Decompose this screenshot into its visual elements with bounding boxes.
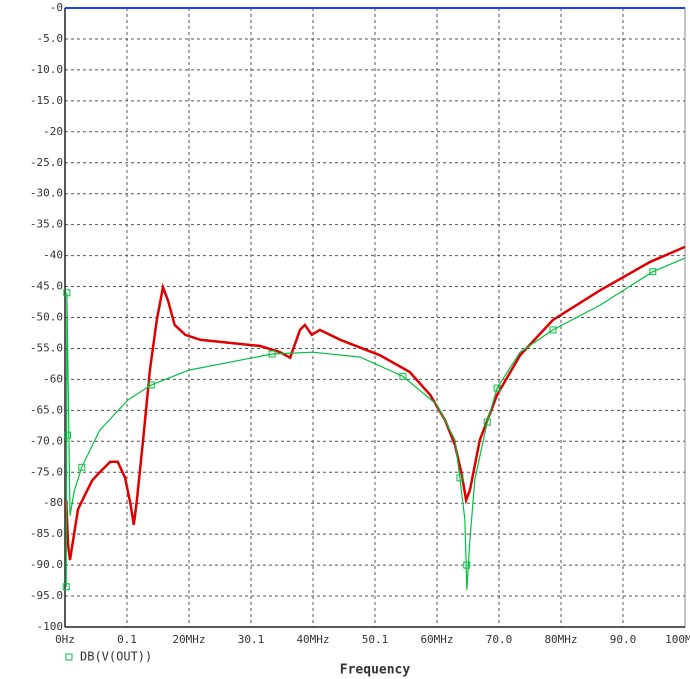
series-line <box>64 245 686 561</box>
y-tick-label: -20 <box>43 125 63 138</box>
x-tick-label: 50.1 <box>362 633 389 646</box>
y-tick-label: -35.0 <box>30 218 63 231</box>
y-tick-label: -30.0 <box>30 187 63 200</box>
marker <box>649 268 657 276</box>
x-tick-label: 0.1 <box>117 633 137 646</box>
x-tick-label: 20MHz <box>172 633 205 646</box>
x-tick-label: 70.0 <box>486 633 513 646</box>
series-line <box>65 257 686 590</box>
y-tick-label: -15.0 <box>30 94 63 107</box>
marker <box>78 463 86 471</box>
marker <box>493 384 501 392</box>
marker <box>147 381 155 389</box>
x-axis-label: Frequency <box>340 663 411 678</box>
x-tick-label: 40MHz <box>296 633 329 646</box>
x-tick-label: 80MHz <box>544 633 577 646</box>
legend-label: DB(V(OUT)) <box>80 650 152 664</box>
y-tick-label: -5.0 <box>37 32 64 45</box>
marker <box>63 431 71 439</box>
y-tick-label: -90.0 <box>30 558 63 571</box>
y-tick-label: -75.0 <box>30 465 63 478</box>
y-tick-label: -55.0 <box>30 341 63 354</box>
x-tick-label: 30.1 <box>238 633 265 646</box>
y-tick-label: -95.0 <box>30 589 63 602</box>
y-tick-label: -100 <box>37 620 64 633</box>
x-tick-label: 60MHz <box>420 633 453 646</box>
marker <box>483 418 491 426</box>
y-tick-label: -0 <box>50 1 63 14</box>
y-tick-label: -80 <box>43 496 63 509</box>
y-tick-label: -60 <box>43 372 63 385</box>
y-tick-label: -50.0 <box>30 311 63 324</box>
y-tick-label: -85.0 <box>30 527 63 540</box>
y-tick-label: -70.0 <box>30 434 63 447</box>
y-tick-label: -65.0 <box>30 403 63 416</box>
x-tick-label: 90.0 <box>610 633 637 646</box>
y-tick-label: -10.0 <box>30 63 63 76</box>
y-tick-label: -25.0 <box>30 156 63 169</box>
x-tick-label: 0Hz <box>55 633 75 646</box>
x-tick-label: 100MHz <box>665 633 690 646</box>
marker <box>549 326 557 334</box>
legend-marker <box>65 653 73 661</box>
marker <box>399 372 407 380</box>
y-tick-label: -40 <box>43 249 63 262</box>
y-tick-label: -45.0 <box>30 280 63 293</box>
